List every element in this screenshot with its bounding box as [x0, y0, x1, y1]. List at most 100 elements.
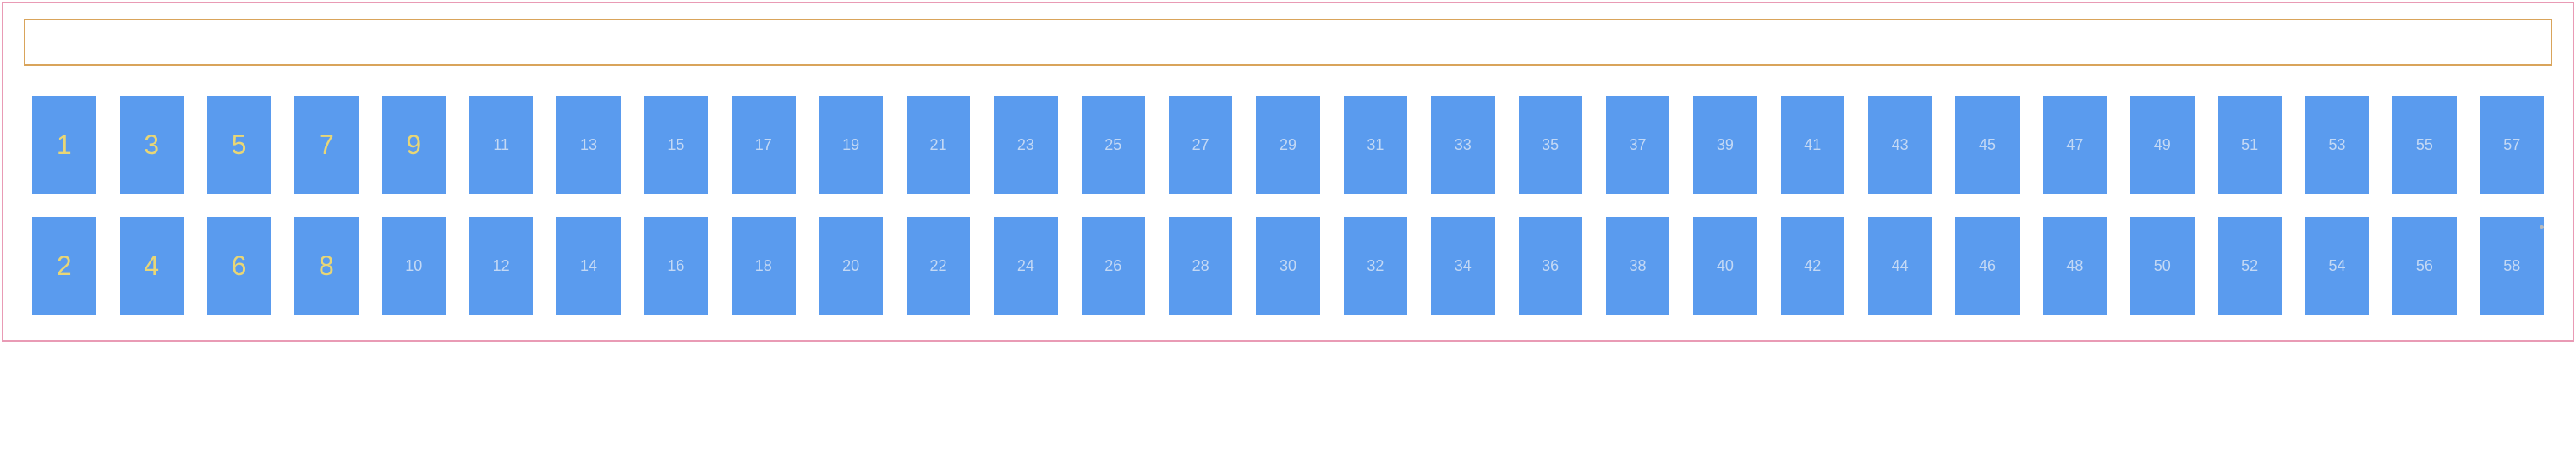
pin-57: 57 [2480, 96, 2544, 194]
pin-label: 39 [1717, 136, 1734, 154]
pin-label: 49 [2154, 136, 2171, 154]
pin-label: 1 [57, 129, 72, 161]
pin-label: 21 [930, 136, 947, 154]
connector-top-bar [24, 19, 2552, 66]
pin-35: 35 [1519, 96, 1582, 194]
pin-label: 45 [1979, 136, 1996, 154]
pin-label: 6 [232, 250, 247, 282]
pin-46: 46 [1955, 217, 2019, 315]
pin-label: 38 [1630, 257, 1647, 275]
pin-label: 47 [2066, 136, 2083, 154]
pin-52: 52 [2218, 217, 2282, 315]
pin-label: 20 [842, 257, 859, 275]
pin-label: 7 [319, 129, 334, 161]
pin-54: 54 [2305, 217, 2369, 315]
pin-26: 26 [1082, 217, 1145, 315]
pin-24: 24 [994, 217, 1057, 315]
pin-label: 40 [1717, 257, 1734, 275]
pin-label: 50 [2154, 257, 2171, 275]
pin-30: 30 [1256, 217, 1319, 315]
pin-42: 42 [1781, 217, 1844, 315]
pin-label: 8 [319, 250, 334, 282]
pin-label: 54 [2329, 257, 2346, 275]
pin-label: 18 [755, 257, 772, 275]
pin-label: 34 [1455, 257, 1472, 275]
pin-36: 36 [1519, 217, 1582, 315]
pin-49: 49 [2130, 96, 2194, 194]
pin-label: 5 [232, 129, 247, 161]
pin-48: 48 [2043, 217, 2107, 315]
pin-7: 7 [294, 96, 358, 194]
pin-25: 25 [1082, 96, 1145, 194]
pin-rows: 5755535149474543413937353331292725232119… [20, 96, 2556, 315]
pin-label: 27 [1192, 136, 1209, 154]
pin-label: 55 [2416, 136, 2433, 154]
pin-22: 22 [907, 217, 970, 315]
diagram-content: 5755535149474543413937353331292725232119… [3, 3, 2573, 340]
pin-label: 3 [144, 129, 159, 161]
pin-row-top: 5755535149474543413937353331292725232119… [32, 96, 2544, 194]
reference-dot [2540, 225, 2544, 229]
pin-label: 2 [57, 250, 72, 282]
outer-frame: 5755535149474543413937353331292725232119… [2, 2, 2574, 342]
pin-4: 4 [120, 217, 184, 315]
pin-3: 3 [120, 96, 184, 194]
pin-5: 5 [207, 96, 271, 194]
pin-6: 6 [207, 217, 271, 315]
pin-label: 26 [1104, 257, 1121, 275]
pin-label: 17 [755, 136, 772, 154]
pin-label: 31 [1367, 136, 1384, 154]
pin-58: 58 [2480, 217, 2544, 315]
pin-10: 10 [382, 217, 446, 315]
pin-9: 9 [382, 96, 446, 194]
pin-53: 53 [2305, 96, 2369, 194]
pin-32: 32 [1344, 217, 1407, 315]
pin-label: 12 [493, 257, 510, 275]
pin-12: 12 [469, 217, 533, 315]
pin-label: 4 [144, 250, 159, 282]
pin-18: 18 [732, 217, 795, 315]
pin-row-bottom: 5856545250484644424038363432302826242220… [32, 217, 2544, 315]
pin-2: 2 [32, 217, 96, 315]
pin-label: 33 [1455, 136, 1472, 154]
pin-label: 13 [580, 136, 597, 154]
pin-label: 58 [2503, 257, 2520, 275]
pin-43: 43 [1868, 96, 1932, 194]
pin-28: 28 [1169, 217, 1232, 315]
pin-label: 23 [1017, 136, 1034, 154]
pin-label: 14 [580, 257, 597, 275]
pin-13: 13 [556, 96, 620, 194]
pin-label: 44 [1892, 257, 1909, 275]
pin-38: 38 [1606, 217, 1669, 315]
pin-label: 11 [493, 136, 509, 154]
pin-label: 36 [1542, 257, 1559, 275]
pin-label: 32 [1367, 257, 1384, 275]
pin-label: 16 [667, 257, 684, 275]
pin-label: 28 [1192, 257, 1209, 275]
pin-34: 34 [1431, 217, 1494, 315]
pin-label: 51 [2241, 136, 2258, 154]
pin-15: 15 [644, 96, 708, 194]
pin-41: 41 [1781, 96, 1844, 194]
pin-55: 55 [2392, 96, 2456, 194]
pin-label: 25 [1104, 136, 1121, 154]
pin-47: 47 [2043, 96, 2107, 194]
pin-16: 16 [644, 217, 708, 315]
pin-label: 24 [1017, 257, 1034, 275]
pin-14: 14 [556, 217, 620, 315]
pin-40: 40 [1693, 217, 1757, 315]
pin-27: 27 [1169, 96, 1232, 194]
pin-51: 51 [2218, 96, 2282, 194]
pin-37: 37 [1606, 96, 1669, 194]
pin-label: 42 [1804, 257, 1821, 275]
pin-29: 29 [1256, 96, 1319, 194]
pin-39: 39 [1693, 96, 1757, 194]
pin-label: 35 [1542, 136, 1559, 154]
pin-label: 22 [930, 257, 947, 275]
pin-21: 21 [907, 96, 970, 194]
pin-label: 43 [1892, 136, 1909, 154]
pin-label: 19 [842, 136, 859, 154]
pin-17: 17 [732, 96, 795, 194]
pin-label: 30 [1280, 257, 1296, 275]
pin-label: 9 [406, 129, 421, 161]
